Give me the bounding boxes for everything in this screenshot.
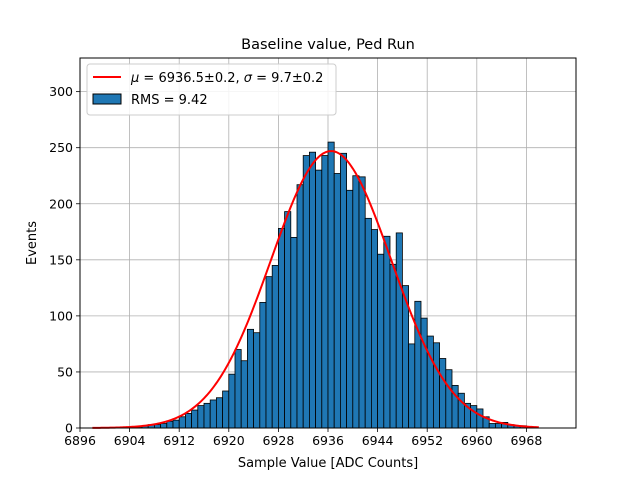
histogram-bar (364, 217, 372, 429)
histogram-bar (265, 276, 273, 429)
legend-box (86, 63, 337, 116)
histogram-bar (352, 175, 360, 429)
legend-sigma-value: = 9.7±0.2 (252, 71, 323, 86)
x-tick-label: 6912 (163, 433, 195, 448)
histogram-bar (333, 173, 341, 429)
histogram-bar (178, 416, 186, 429)
histogram-bar (420, 317, 428, 429)
histogram-bar (197, 405, 205, 429)
x-tick-label: 6936 (312, 433, 344, 448)
histogram-bar (395, 232, 403, 429)
y-tick-label: 250 (49, 140, 73, 155)
legend-mu-symbol: μ (130, 71, 139, 86)
legend-sigma-symbol: σ (244, 71, 253, 86)
histogram-bar (358, 176, 366, 429)
x-tick-label: 6928 (262, 433, 294, 448)
histogram-bar (377, 253, 385, 429)
histogram-bar (259, 302, 267, 429)
histogram-bar (246, 328, 254, 429)
chart-title: Baseline value, Ped Run (241, 37, 415, 53)
histogram-bar (296, 184, 304, 429)
histogram-bar (209, 399, 217, 429)
x-tick-label: 6952 (411, 433, 443, 448)
histogram-bar (488, 423, 496, 429)
x-tick-label: 6920 (213, 433, 245, 448)
histogram-bar (160, 423, 168, 429)
histogram-bar (290, 236, 298, 429)
legend-fit-label: μ = 6936.5±0.2, σ = 9.7±0.2 (130, 71, 323, 86)
histogram-bar (172, 419, 180, 429)
histogram-bar (439, 358, 447, 429)
x-tick-label: 6896 (64, 433, 96, 448)
y-tick-label: 150 (49, 252, 73, 267)
histogram-bar (408, 343, 416, 429)
histogram-bar (383, 235, 391, 429)
histogram-bar (339, 152, 347, 429)
x-axis-ticks: 6896 6904 6912 6920 6928 6936 6944 6952 6960 6968 (64, 428, 542, 448)
x-tick-label: 6960 (461, 433, 493, 448)
histogram-bar (321, 155, 329, 429)
histogram-bar (277, 228, 285, 429)
histogram-bar (302, 155, 310, 429)
histogram-bar (389, 263, 397, 429)
legend-mu-value: = 6936.5±0.2, (139, 71, 243, 86)
histogram-bar (240, 360, 248, 429)
y-axis-ticks: 0 50 100 150 200 250 300 (49, 84, 80, 436)
histogram-bar (494, 423, 502, 429)
histogram-bar (308, 151, 316, 429)
histogram-bar (166, 420, 174, 429)
x-tick-label: 6944 (362, 433, 394, 448)
y-tick-label: 300 (49, 84, 73, 99)
histogram-bar (253, 332, 261, 429)
legend: μ = 6936.5±0.2, σ = 9.7±0.2 RMS = 9.42 (86, 63, 337, 116)
x-tick-label: 6968 (510, 433, 542, 448)
histogram-bar (445, 369, 453, 429)
x-axis-label: Sample Value [ADC Counts] (238, 456, 418, 471)
y-axis-label: Events (25, 221, 40, 265)
histogram-bar (414, 300, 422, 429)
legend-histogram-swatch (92, 93, 122, 105)
histogram-bar (234, 349, 242, 429)
histogram-bar (315, 169, 323, 429)
histogram-bar (476, 408, 484, 429)
histogram-bar (284, 211, 292, 429)
y-tick-label: 50 (57, 364, 73, 379)
histogram-bar (426, 335, 434, 429)
histogram-bar (203, 402, 211, 429)
histogram-bar (271, 265, 279, 429)
histogram-bar (346, 189, 354, 429)
histogram-bar (432, 342, 440, 429)
histogram-bar (370, 229, 378, 429)
legend-rms-label: RMS = 9.42 (131, 93, 208, 108)
histogram-bar (222, 390, 230, 429)
y-tick-label: 0 (65, 421, 73, 436)
x-tick-label: 6904 (114, 433, 146, 448)
y-tick-label: 100 (49, 308, 73, 323)
y-tick-label: 200 (49, 196, 73, 211)
gaussian-fit-curve (92, 150, 539, 429)
histogram-bar (184, 413, 192, 429)
histogram-bar (215, 397, 223, 429)
histogram-bar (228, 373, 236, 429)
histogram-bar (327, 141, 335, 429)
histogram-bar (191, 409, 199, 429)
